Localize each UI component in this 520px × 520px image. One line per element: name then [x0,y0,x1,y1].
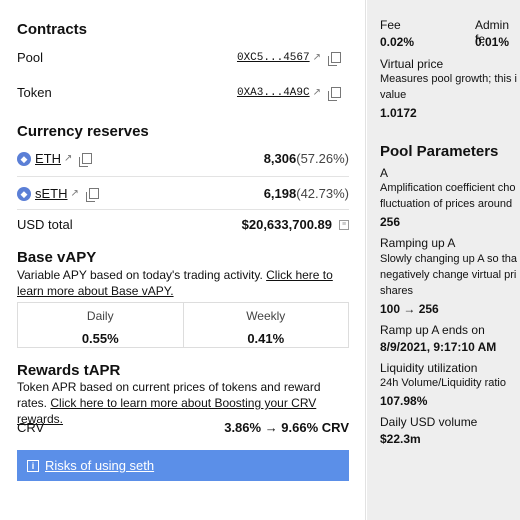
usd-total-value: $20,633,700.89 [241,217,332,232]
liquidity-utilization-value: 107.98% [380,394,428,408]
base-vapy-description: Variable APY based on today's trading ac… [17,268,333,298]
seth-percent: (42.73%) [296,186,349,201]
seth-coin-icon: ◆ [17,186,31,201]
base-vapy-learn-more-link[interactable]: Click here to learn more about Base vAPY… [17,268,333,298]
token-address-link[interactable]: 0XA3...4A9C [236,86,310,99]
ramp-end-value: 8/9/2021, 9:17:10 AM [380,340,497,354]
liquidity-utilization-desc: 24h Volume/Liquidity ratio [380,377,506,389]
divider [17,209,349,210]
virtual-price-value: 1.0172 [380,106,417,120]
seth-amount: 6,198 [263,186,297,201]
boosting-learn-more-link[interactable]: Click here to learn more about Boosting … [17,396,317,426]
virtual-price-desc-1: Measures pool growth; this i [380,73,517,85]
daily-usd-volume-value: $22.3m [380,432,421,446]
weekly-value: 0.41% [247,331,285,346]
ramp-end-label: Ramp up A ends on [380,323,485,337]
usd-total-label: USD total [17,217,73,232]
copy-icon[interactable] [85,188,99,202]
daily-label: Daily [86,309,114,323]
crv-label: CRV [17,420,45,435]
usd-total-row: USD total $20,633,700.89 ≡ [17,217,349,232]
info-icon: i [27,459,39,472]
apy-box: Daily 0.55% Weekly 0.41% [17,302,349,348]
eth-link[interactable]: ETH [35,151,61,166]
external-link-icon: ↗ [312,52,321,63]
ramping-desc-2: negatively change virtual pri [380,269,517,281]
eth-amount: 8,306 [263,151,297,166]
divider [17,176,349,177]
weekly-apy-cell: Weekly 0.41% [182,303,349,347]
pool-details-panel: Contracts Pool 0XC5...4567 ↗ Token 0XA3.… [17,0,366,520]
daily-value: 0.55% [81,331,119,346]
admin-fee-label: Admin fe [475,18,510,46]
ramping-value: 100 → 256 [380,302,439,316]
copy-icon[interactable] [328,52,341,66]
eth-coin-icon: ◆ [17,151,31,166]
virtual-price-label: Virtual price [380,57,444,71]
token-contract-row: Token 0XA3...4A9C ↗ [17,85,341,101]
a-desc-2: fluctuation of prices around [380,198,513,210]
crv-value: 3.86% → 9.66% CRV [224,420,349,435]
rewards-description: Token APR based on current prices of tok… [17,380,321,426]
admin-fee-value: 0.01% [475,35,510,49]
contracts-title: Contracts [17,21,88,38]
ramping-desc-3: shares [380,285,414,297]
fee-label: Fee [380,18,401,32]
daily-apy-cell: Daily 0.55% [18,303,183,347]
pool-info-sidebar: Fee 0.02% Admin fe 0.01% Virtual price M… [367,0,520,520]
crv-reward-row: CRV 3.86% → 9.66% CRV [17,420,349,435]
currency-reserves-title: Currency reserves [17,123,149,140]
ramping-desc-1: Slowly changing up A so tha [380,253,517,265]
weekly-label: Weekly [246,309,286,323]
external-link-icon: ↗ [70,188,79,199]
rewards-tapr-title: Rewards tAPR [17,362,121,379]
liquidity-utilization-label: Liquidity utilization [380,361,478,375]
pool-parameters-title: Pool Parameters [380,143,499,160]
ramping-label: Ramping up A [380,236,456,250]
external-link-icon: ↗ [312,87,321,98]
fee-value: 0.02% [380,35,415,49]
pool-address-link[interactable]: 0XC5...4567 [236,51,310,64]
copy-icon[interactable] [328,87,341,101]
reserve-row-seth: ◆ sETH ↗ 6,198(42.73%) [17,186,349,202]
external-link-icon: ↗ [64,153,73,164]
virtual-price-desc-2: value [380,89,407,101]
risks-link[interactable]: Risks of using seth [45,458,155,473]
pool-label: Pool [17,50,44,65]
a-value: 256 [380,215,401,229]
a-desc-1: Amplification coefficient cho [380,182,516,194]
eth-percent: (57.26%) [296,151,349,166]
token-label: Token [17,85,52,100]
a-label: A [380,166,389,180]
copy-icon[interactable] [79,153,93,167]
seth-link[interactable]: sETH [35,186,68,201]
base-vapy-title: Base vAPY [17,249,97,266]
reserve-row-eth: ◆ ETH ↗ 8,306(57.26%) [17,151,349,167]
pool-contract-row: Pool 0XC5...4567 ↗ [17,50,341,66]
calculator-icon[interactable]: ≡ [339,219,349,230]
daily-usd-volume-label: Daily USD volume [380,415,478,429]
risks-banner: i Risks of using seth [17,450,349,481]
